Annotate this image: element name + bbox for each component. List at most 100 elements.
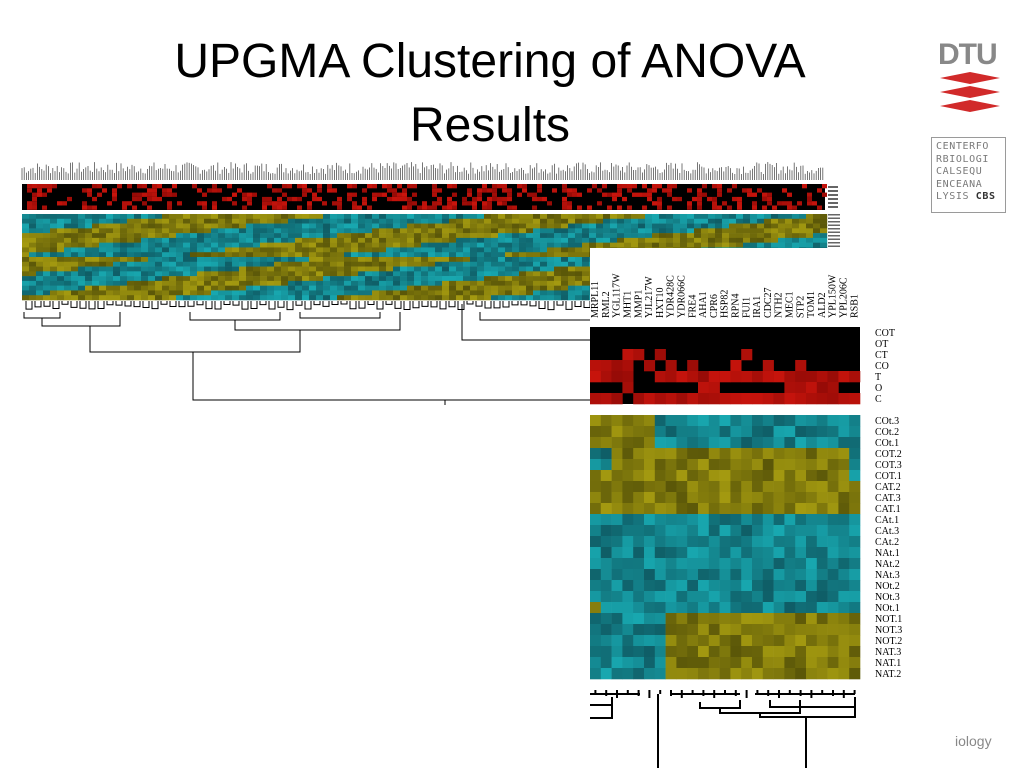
overview-expression-cell [533,228,541,234]
overview-expression-cell [526,223,534,229]
overview-expression-cell [435,223,443,229]
expression-cell [687,492,699,504]
overview-expression-cell [211,223,219,229]
overview-expression-cell [575,233,583,239]
overview-expression-cell [176,218,184,224]
overview-expression-cell [386,214,394,220]
overview-expression-cell [575,223,583,229]
overview-dendro-branch [479,312,590,321]
expression-cell [676,646,688,658]
overview-expression-cell [449,233,457,239]
overview-expression-cell [442,252,450,258]
overview-anova-cell [677,196,682,202]
overview-expression-cell [197,252,205,258]
overview-expression-cell [456,242,464,248]
overview-expression-cell [43,223,51,229]
overview-expression-cell [267,290,275,296]
expression-cell [773,536,785,548]
overview-expression-cell [372,247,380,253]
overview-dendro-leaf [331,301,339,305]
expression-cell [698,547,710,559]
overview-anova-cell [472,205,477,210]
overview-expression-cell [323,214,331,220]
overview-expression-cell [351,271,359,277]
overview-expression-cell [344,257,352,263]
expression-cell [687,525,699,537]
overview-anova-cell [747,188,752,193]
overview-anova-cell [732,196,737,202]
overview-expression-cell [183,247,191,253]
overview-expression-cell [127,290,135,296]
expression-cell [762,635,774,647]
overview-expression-cell [337,233,345,239]
overview-expression-cell [134,261,142,267]
overview-expression-cell [92,237,100,243]
overview-expression-cell [204,237,212,243]
overview-expression-cell [533,252,541,258]
overview-expression-cell [127,242,135,248]
overview-expression-cell [246,276,254,282]
expression-cell [590,591,602,603]
overview-expression-cell [505,271,513,277]
overview-expression-cell [141,252,149,258]
overview-expression-cell [435,266,443,272]
overview-expression-cell [36,295,44,301]
overview-expression-cell [36,271,44,277]
overview-expression-cell [393,214,401,220]
overview-expression-cell [141,242,149,248]
expression-cell [752,602,764,614]
overview-expression-cell [134,223,142,229]
overview-anova-cell [712,201,717,206]
overview-expression-cell [22,261,30,267]
overview-anova-cell [647,188,652,193]
overview-expression-cell [610,228,618,234]
overview-expression-cell [316,214,324,220]
overview-anova-cell [32,192,37,197]
overview-anova-cell [467,201,472,206]
overview-expression-cell [260,261,268,267]
expression-cell [698,646,710,658]
overview-expression-cell [414,228,422,234]
overview-expression-cell [526,280,534,286]
expression-cell [762,558,774,570]
overview-expression-cell [743,228,751,234]
overview-expression-cell [379,242,387,248]
anova-cell [687,371,699,383]
overview-expression-cell [512,271,520,277]
overview-dendro-leaf [79,301,87,309]
overview-expression-cell [533,280,541,286]
overview-expression-cell [176,295,184,301]
expression-cell [730,580,742,592]
overview-expression-cell [267,271,275,277]
overview-expression-cell [190,295,198,301]
expression-cell [741,569,753,581]
overview-expression-cell [106,280,114,286]
overview-expression-cell [330,257,338,263]
overview-expression-cell [519,295,527,301]
overview-expression-cell [561,271,569,277]
overview-expression-cell [302,276,310,282]
anova-row-label: C [875,394,882,405]
overview-expression-cell [295,290,303,296]
expression-cell [762,470,774,482]
expression-cell [633,437,645,449]
overview-expression-cell [57,271,65,277]
expression-cell [654,613,666,625]
anova-cell [730,393,742,405]
overview-expression-cell [197,290,205,296]
overview-anova-cell [47,184,52,189]
overview-expression-cell [260,285,268,291]
overview-anova-cell [302,184,307,189]
overview-expression-cell [442,290,450,296]
expression-cell [806,481,818,493]
expression-cell [730,602,742,614]
overview-expression-cell [533,261,541,267]
overview-expression-cell [393,237,401,243]
overview-expression-cell [722,242,730,248]
overview-anova-cell [632,192,637,197]
overview-expression-cell [162,276,170,282]
overview-expression-cell [316,266,324,272]
overview-expression-cell [85,271,93,277]
expression-cell [611,470,623,482]
anova-cell [590,360,602,372]
